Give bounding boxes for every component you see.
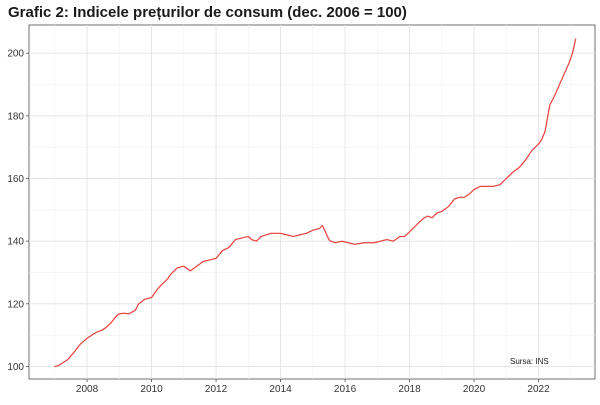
x-tick-label: 2016 — [334, 384, 357, 395]
plot-panel — [28, 24, 596, 380]
axis-ticks: 2008 2010 2012 2014 2016 2018 2020 2022 100 120 14… — [7, 49, 550, 395]
y-tick-label: 100 — [7, 362, 24, 373]
x-tick-label: 2010 — [140, 384, 163, 395]
y-tick-label: 180 — [7, 111, 24, 122]
series-layer — [54, 38, 577, 368]
y-tick-label: 160 — [7, 174, 24, 185]
series-line-0 — [54, 38, 577, 368]
y-tick-label: 200 — [7, 49, 24, 60]
x-tick-label: 2018 — [398, 384, 421, 395]
y-tick-label: 140 — [7, 237, 24, 248]
x-tick-label: 2008 — [76, 384, 99, 395]
x-tick-label: 2020 — [463, 384, 486, 395]
y-tick-label: 120 — [7, 299, 24, 310]
x-tick-label: 2022 — [527, 384, 550, 395]
x-tick-label: 2014 — [269, 384, 292, 395]
chart-title: Grafic 2: Indicele prețurilor de consum … — [8, 4, 407, 21]
x-tick-label: 2012 — [205, 384, 228, 395]
source-annotation: Sursa: INS — [510, 357, 549, 366]
grid-lines — [29, 25, 595, 379]
